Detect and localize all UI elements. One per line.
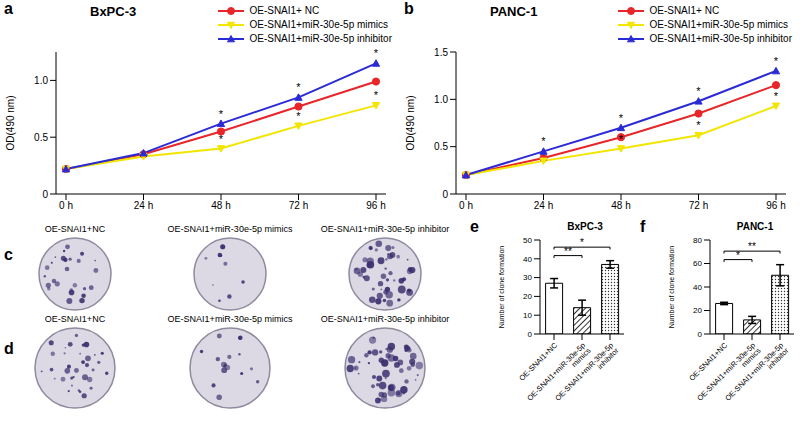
svg-text:*: * — [736, 250, 740, 261]
svg-text:80: 80 — [693, 236, 702, 245]
svg-text:*: * — [696, 119, 701, 131]
svg-text:OD(490 nm): OD(490 nm) — [405, 95, 416, 150]
svg-text:*: * — [219, 133, 224, 145]
svg-text:OE-SNAI1+miR-30e-5pinhibitor: OE-SNAI1+miR-30e-5pinhibitor — [723, 340, 791, 408]
svg-text:1.0: 1.0 — [434, 94, 448, 105]
svg-text:**: ** — [564, 246, 572, 257]
svg-text:*: * — [541, 135, 546, 147]
svg-text:OE-SNAI1+NC: OE-SNAI1+NC — [45, 314, 106, 324]
svg-text:0: 0 — [698, 330, 703, 339]
svg-text:OE-SNAI1+miR-30e-5p inhibitor: OE-SNAI1+miR-30e-5p inhibitor — [321, 224, 449, 234]
svg-text:60: 60 — [693, 259, 702, 268]
svg-text:Number of clone formation: Number of clone formation — [498, 246, 505, 329]
svg-text:OE-SNAI1+miR-30e-5pinhibitor: OE-SNAI1+miR-30e-5pinhibitor — [553, 340, 621, 408]
svg-text:0 h: 0 h — [59, 200, 73, 211]
svg-text:24 h: 24 h — [134, 200, 153, 211]
svg-text:0: 0 — [442, 189, 448, 200]
svg-text:20: 20 — [523, 292, 532, 301]
svg-text:OD(490 nm): OD(490 nm) — [5, 95, 16, 150]
svg-text:96 h: 96 h — [766, 200, 785, 211]
svg-text:OE-SNAI1+NC: OE-SNAI1+NC — [45, 224, 106, 234]
svg-text:*: * — [374, 89, 379, 101]
svg-text:48 h: 48 h — [211, 200, 230, 211]
svg-text:*: * — [374, 47, 379, 59]
svg-text:1.5: 1.5 — [434, 47, 448, 58]
svg-text:0.5: 0.5 — [434, 141, 448, 152]
svg-text:10: 10 — [523, 311, 532, 320]
svg-text:*: * — [619, 112, 624, 124]
svg-text:72 h: 72 h — [689, 200, 708, 211]
svg-text:Number of clone formation: Number of clone formation — [668, 246, 675, 329]
svg-text:0: 0 — [528, 330, 533, 339]
svg-text:c: c — [4, 246, 13, 263]
svg-text:40: 40 — [693, 283, 702, 292]
svg-text:*: * — [296, 110, 301, 122]
svg-text:20: 20 — [693, 306, 702, 315]
svg-text:96 h: 96 h — [366, 200, 385, 211]
svg-text:*: * — [774, 90, 779, 102]
svg-text:OE-SNAI1+miR-30e-5p inhibitor: OE-SNAI1+miR-30e-5p inhibitor — [321, 314, 449, 324]
svg-text:*: * — [219, 108, 224, 120]
svg-text:*: * — [296, 81, 301, 93]
svg-text:48 h: 48 h — [611, 200, 630, 211]
svg-text:0 h: 0 h — [459, 200, 473, 211]
svg-text:d: d — [4, 340, 14, 357]
svg-text:1.0: 1.0 — [34, 75, 48, 86]
svg-text:50: 50 — [523, 236, 532, 245]
svg-text:*: * — [580, 237, 584, 248]
svg-text:*: * — [619, 133, 624, 145]
svg-text:0.5: 0.5 — [34, 132, 48, 143]
svg-text:24 h: 24 h — [534, 200, 553, 211]
svg-text:72 h: 72 h — [289, 200, 308, 211]
svg-text:**: ** — [748, 241, 756, 252]
svg-text:OE-SNAI1+miR-30e-5p mimics: OE-SNAI1+miR-30e-5p mimics — [168, 314, 293, 324]
svg-text:30: 30 — [523, 273, 532, 282]
svg-text:OE-SNAI1+miR-30e-5p mimics: OE-SNAI1+miR-30e-5p mimics — [168, 224, 293, 234]
svg-text:0: 0 — [42, 189, 48, 200]
svg-text:*: * — [774, 55, 779, 67]
svg-text:*: * — [696, 85, 701, 97]
svg-text:40: 40 — [523, 255, 532, 264]
